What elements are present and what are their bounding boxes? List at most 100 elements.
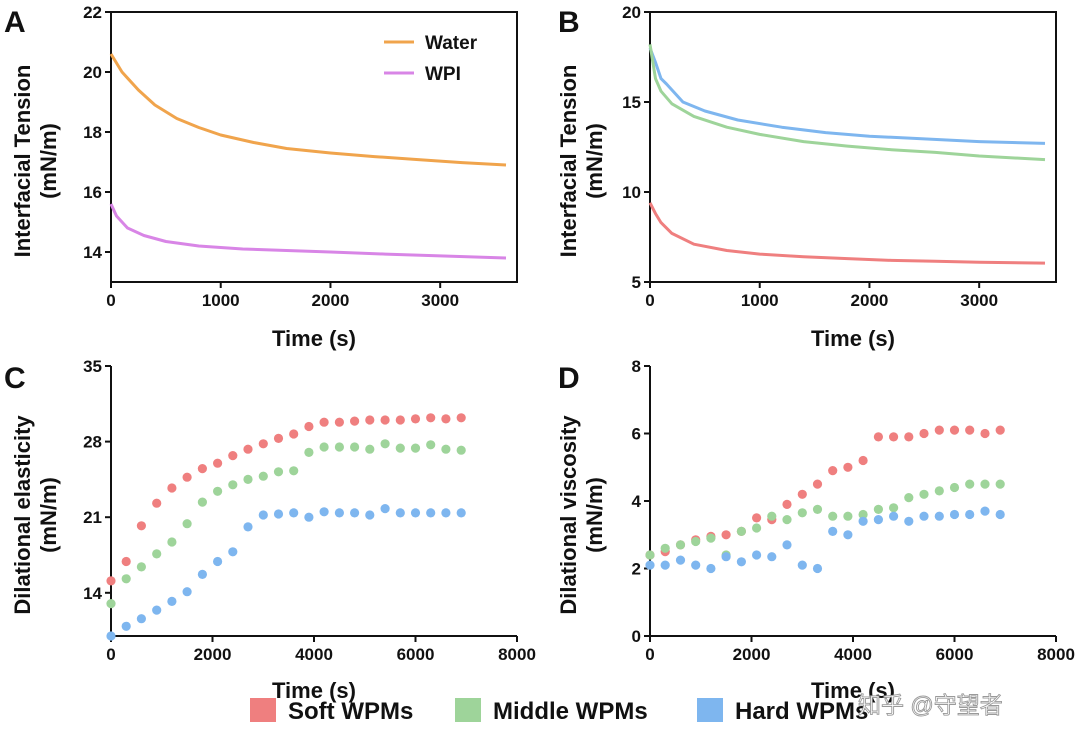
data-point-middle-wpms xyxy=(380,439,390,449)
data-point-hard-wpms xyxy=(828,526,838,537)
data-point-middle-wpms xyxy=(182,519,192,529)
data-point-middle-wpms xyxy=(350,442,360,452)
y-axis-label: Dilational viscosity xyxy=(556,415,581,615)
data-point-middle-wpms xyxy=(106,599,116,609)
x-tick-label: 0 xyxy=(645,645,654,664)
data-point-hard-wpms xyxy=(706,563,716,574)
legend-label: Middle WPMs xyxy=(493,698,648,725)
data-point-soft-wpms xyxy=(934,425,944,435)
data-point-hard-wpms xyxy=(395,508,405,518)
data-point-soft-wpms xyxy=(152,498,162,508)
data-point-middle-wpms xyxy=(258,471,268,481)
y-tick-label: 18 xyxy=(83,123,102,142)
data-point-soft-wpms xyxy=(995,425,1005,435)
data-point-soft-wpms xyxy=(380,415,390,425)
data-point-hard-wpms xyxy=(843,530,853,540)
series-line-wpi xyxy=(109,203,507,260)
data-point-hard-wpms xyxy=(767,552,777,562)
data-point-soft-wpms xyxy=(136,521,146,531)
data-point-hard-wpms xyxy=(797,560,807,570)
data-point-middle-wpms xyxy=(934,486,944,496)
data-point-hard-wpms xyxy=(426,508,436,518)
data-point-middle-wpms xyxy=(873,504,884,514)
data-point-hard-wpms xyxy=(410,508,421,518)
data-point-hard-wpms xyxy=(152,605,162,615)
data-point-hard-wpms xyxy=(167,596,177,607)
data-point-hard-wpms xyxy=(273,509,284,519)
data-point-hard-wpms xyxy=(858,516,868,526)
data-point-hard-wpms xyxy=(197,569,207,580)
data-point-hard-wpms xyxy=(289,508,299,518)
y-tick-label: 14 xyxy=(83,584,102,603)
data-point-soft-wpms xyxy=(904,432,914,442)
y-axis-label: Dilational elasticity xyxy=(10,415,35,615)
panel-letter: A xyxy=(4,6,26,39)
x-tick-label: 3000 xyxy=(960,291,998,310)
y-tick-label: 28 xyxy=(83,433,102,452)
data-point-middle-wpms xyxy=(919,489,929,499)
x-axis-label: Time (s) xyxy=(272,678,356,703)
y-tick-label: 8 xyxy=(632,357,641,376)
data-point-middle-wpms xyxy=(410,443,421,453)
y-axis-unit-label: (mN/m) xyxy=(582,477,607,553)
data-point-soft-wpms xyxy=(782,499,792,509)
x-tick-label: 4000 xyxy=(295,645,333,664)
data-point-hard-wpms xyxy=(304,512,314,522)
data-point-middle-wpms xyxy=(706,533,716,543)
x-axis-label: Time (s) xyxy=(811,326,895,351)
panel-c: C 0 2000 4000 6000 8000 14 21 28 35 Time (s) Dilati… xyxy=(4,357,536,703)
data-point-middle-wpms xyxy=(426,440,436,450)
data-point-middle-wpms xyxy=(456,445,466,455)
data-point-middle-wpms xyxy=(395,443,405,453)
data-point-hard-wpms xyxy=(350,508,360,518)
data-point-hard-wpms xyxy=(456,508,466,518)
data-point-middle-wpms xyxy=(645,550,655,560)
legend-swatch xyxy=(697,698,723,722)
data-point-middle-wpms xyxy=(736,526,747,537)
data-point-soft-wpms xyxy=(858,455,868,466)
data-point-soft-wpms xyxy=(410,414,421,424)
data-point-middle-wpms xyxy=(441,444,451,454)
data-point-middle-wpms xyxy=(136,562,146,572)
data-point-middle-wpms xyxy=(767,511,777,521)
data-point-middle-wpms xyxy=(289,466,299,476)
series-line-water xyxy=(109,53,507,167)
y-tick-label: 20 xyxy=(83,63,102,82)
data-point-hard-wpms xyxy=(889,511,899,521)
data-point-middle-wpms xyxy=(843,511,853,521)
x-tick-label: 8000 xyxy=(498,645,536,664)
data-point-soft-wpms xyxy=(441,414,451,424)
data-point-soft-wpms xyxy=(456,413,466,423)
panel-letter: C xyxy=(4,362,26,395)
data-point-hard-wpms xyxy=(782,540,792,550)
legend-label: Hard WPMs xyxy=(735,698,868,725)
y-tick-label: 22 xyxy=(83,3,102,22)
data-point-hard-wpms xyxy=(136,614,146,624)
data-point-hard-wpms xyxy=(182,587,192,597)
y-tick-label: 5 xyxy=(632,273,641,292)
bottom-legend: Soft WPMs Middle WPMs Hard WPMs xyxy=(250,698,868,725)
series-line-soft-wpms xyxy=(648,202,1046,265)
watermark-text: 知乎 @守望者 xyxy=(858,692,1003,718)
data-point-hard-wpms xyxy=(213,556,223,567)
y-axis-unit-label: (mN/m) xyxy=(36,477,61,553)
data-point-middle-wpms xyxy=(828,511,838,521)
data-point-soft-wpms xyxy=(273,433,284,443)
legend-label: WPI xyxy=(425,64,461,85)
data-point-middle-wpms xyxy=(660,543,670,553)
data-point-soft-wpms xyxy=(319,417,329,427)
data-point-middle-wpms xyxy=(304,447,314,457)
data-point-middle-wpms xyxy=(273,467,284,477)
data-point-middle-wpms xyxy=(812,504,823,514)
data-point-hard-wpms xyxy=(904,516,914,526)
data-point-hard-wpms xyxy=(365,510,375,520)
data-point-soft-wpms xyxy=(243,444,253,454)
data-point-middle-wpms xyxy=(980,479,990,489)
data-point-soft-wpms xyxy=(213,458,223,468)
y-axis-unit-label: (mN/m) xyxy=(36,123,61,199)
data-point-middle-wpms xyxy=(228,480,238,490)
y-tick-label: 2 xyxy=(632,560,641,579)
legend-swatch xyxy=(455,698,481,722)
panel-letter: B xyxy=(558,6,580,39)
